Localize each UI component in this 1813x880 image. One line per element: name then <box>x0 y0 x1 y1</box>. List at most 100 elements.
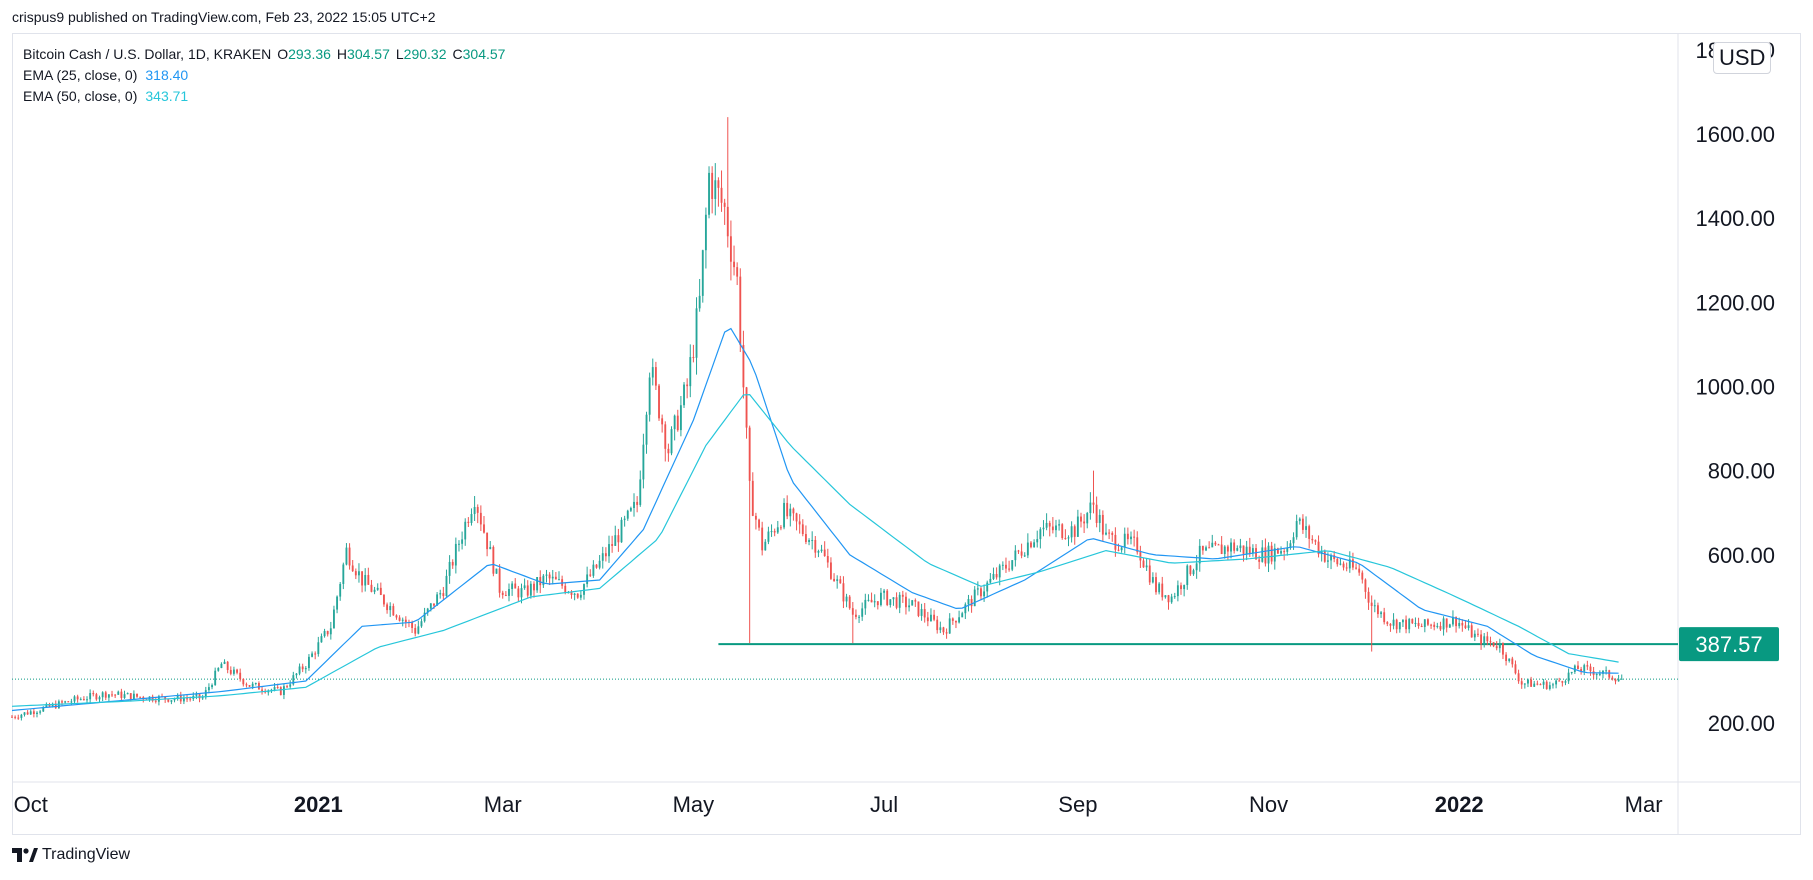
price-axis[interactable]: 200.00 600.00 800.00 1000.00 1200.00 1400.00 1… <box>1695 38 1775 736</box>
candle-body <box>614 535 617 546</box>
candle <box>942 626 945 635</box>
candle <box>1533 680 1536 687</box>
candle-body <box>1114 534 1117 550</box>
candle <box>1208 541 1211 549</box>
candle-body <box>726 206 729 237</box>
candle-body <box>1083 521 1086 524</box>
candle <box>711 166 714 214</box>
candle <box>248 684 251 687</box>
candle-body <box>82 699 85 701</box>
candle-body <box>933 614 936 620</box>
candle <box>1164 595 1167 599</box>
candle <box>1561 680 1564 687</box>
candle-body <box>542 575 545 586</box>
candle <box>858 614 861 624</box>
candle <box>551 569 554 585</box>
candle <box>695 297 698 375</box>
candle <box>301 663 304 673</box>
candle <box>136 693 138 698</box>
candle-body <box>648 377 651 415</box>
candle <box>748 425 751 644</box>
candle-body <box>983 591 986 597</box>
candle <box>1536 680 1539 686</box>
candle-body <box>423 612 426 622</box>
candle-body <box>1155 577 1157 593</box>
candle <box>314 651 317 660</box>
candle-body <box>826 556 829 563</box>
legend-ema50-row[interactable]: EMA (50, close, 0) 343.71 <box>23 86 505 107</box>
candle <box>229 666 232 676</box>
candle-body <box>129 693 132 700</box>
candle-body <box>1602 670 1604 674</box>
chart-frame <box>12 33 1801 835</box>
candle-body <box>292 675 295 685</box>
candle-body <box>23 712 26 715</box>
candle <box>117 690 120 695</box>
candle-body <box>1439 625 1442 630</box>
candle-body <box>329 628 332 635</box>
candle <box>1545 680 1548 690</box>
candle <box>1552 682 1554 689</box>
candle <box>1602 670 1604 679</box>
candle-body <box>714 180 717 199</box>
candle-body <box>1236 548 1239 551</box>
candle <box>783 498 785 530</box>
candle <box>79 697 82 701</box>
candle <box>1317 535 1320 558</box>
candle <box>554 571 557 580</box>
candle <box>1395 618 1398 634</box>
candle <box>242 678 245 687</box>
candle-body <box>36 712 38 715</box>
candle-body <box>754 515 757 520</box>
legend-symbol: Bitcoin Cash / U.S. Dollar, 1D, KRAKEN <box>23 46 272 62</box>
support-line-layer <box>12 643 1678 680</box>
currency-badge[interactable]: USD <box>1713 42 1772 74</box>
candle <box>1095 496 1098 528</box>
candle-body <box>529 583 532 596</box>
candle <box>1158 582 1161 595</box>
candle <box>1111 531 1114 542</box>
candle <box>1239 538 1242 553</box>
candle <box>82 696 85 701</box>
x-tick-label: May <box>673 792 715 817</box>
candle-body <box>1517 673 1520 682</box>
legend-ema25-row[interactable]: EMA (25, close, 0) 318.40 <box>23 65 505 86</box>
candle <box>1617 674 1620 682</box>
candle <box>964 602 967 620</box>
tradingview-brand[interactable]: TradingView <box>12 846 130 864</box>
candle-body <box>1217 544 1220 546</box>
candle-body <box>439 593 442 595</box>
time-axis[interactable]: Oct 2021 Mar May Jul Sep Nov 2022 Mar <box>14 792 1663 817</box>
candle-body <box>1536 683 1539 685</box>
candle-body <box>889 599 892 605</box>
candle-body <box>1186 565 1189 586</box>
candle <box>1042 520 1045 537</box>
candle <box>89 689 92 703</box>
candle-body <box>67 701 70 703</box>
candle <box>1339 558 1342 566</box>
candle <box>1336 557 1339 567</box>
candle-body <box>1005 564 1007 569</box>
candle <box>686 378 689 399</box>
candle-body <box>1376 605 1379 615</box>
candle <box>595 564 598 569</box>
candle <box>536 576 539 593</box>
candle <box>1555 678 1558 689</box>
candle-body <box>1495 646 1498 649</box>
candle <box>736 262 739 286</box>
candle-body <box>1198 545 1201 564</box>
candle-body <box>1317 541 1320 555</box>
candle <box>773 528 776 537</box>
candle-body <box>1080 516 1082 522</box>
candle-body <box>1486 636 1489 642</box>
candle <box>976 581 979 596</box>
candle-body <box>136 693 138 697</box>
candle <box>604 547 607 562</box>
candle-body <box>511 583 514 590</box>
candle <box>701 249 704 303</box>
candle-body <box>282 686 285 695</box>
candle <box>939 621 942 634</box>
candle <box>779 525 782 531</box>
candle <box>729 220 732 281</box>
